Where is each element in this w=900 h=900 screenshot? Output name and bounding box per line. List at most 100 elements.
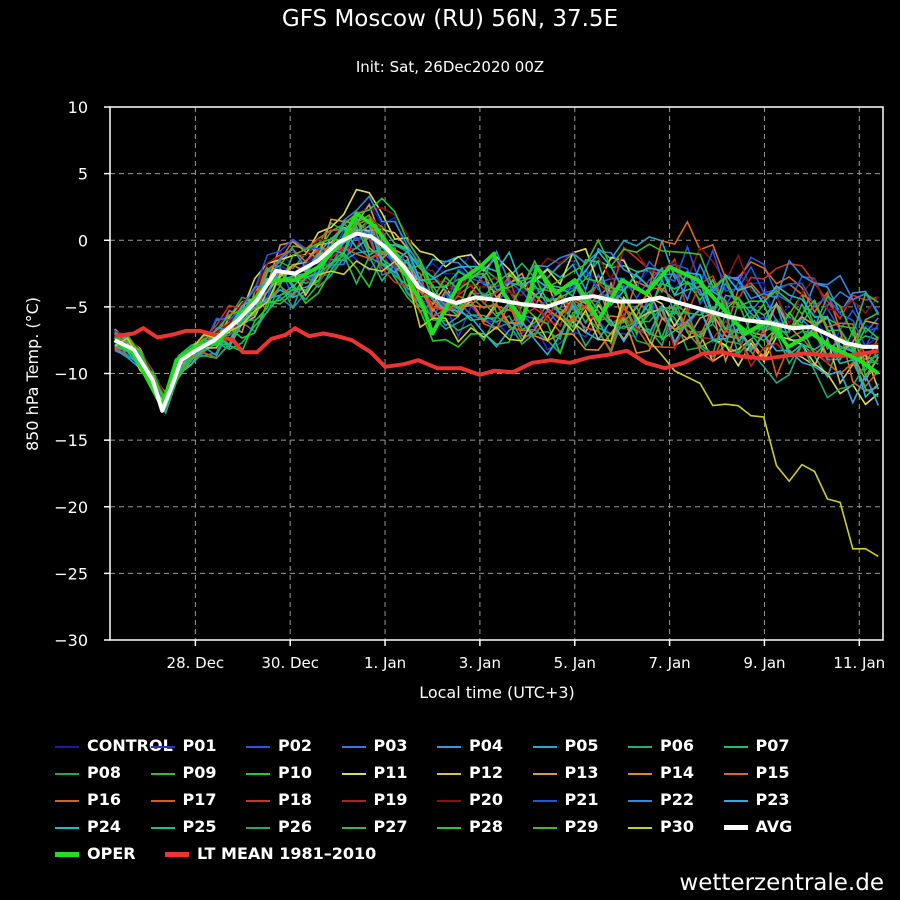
legend-label: P11 — [373, 763, 408, 782]
x-tick-label: 30. Dec — [261, 654, 319, 672]
legend-swatch — [628, 773, 652, 775]
legend-label: P02 — [278, 736, 312, 755]
legend-label: AVG — [755, 817, 793, 836]
legend-label: P20 — [469, 790, 503, 809]
legend-swatch — [532, 800, 557, 802]
legend-label: P03 — [373, 736, 408, 755]
member-line-p22 — [114, 195, 879, 406]
temperature-chart: 10 5 0 −5 −10 −15 −20 −25 −30 28. Dec 30. Dec 1. Ja… — [23, 98, 885, 702]
legend-swatch — [341, 800, 366, 802]
legend-label: LT MEAN 1981–2010 — [197, 844, 377, 863]
member-line-p08 — [114, 219, 879, 404]
legend-label: P19 — [373, 790, 408, 809]
axis-ticks: 10 5 0 −5 −10 −15 −20 −25 −30 28. Dec 30. Dec 1. Ja… — [54, 98, 885, 672]
legend-swatch — [341, 773, 366, 775]
legend-swatch — [341, 827, 366, 829]
legend-label: P04 — [469, 736, 503, 755]
legend-swatch — [723, 800, 748, 802]
series-line-avg — [113, 231, 879, 413]
legend-label: CONTROL — [87, 736, 173, 755]
legend-swatch — [532, 746, 557, 748]
legend-swatch — [150, 800, 175, 802]
chart-title: GFS Moscow (RU) 56N, 37.5E — [281, 6, 619, 32]
legend-label: P05 — [564, 736, 599, 755]
y-tick-label: −15 — [54, 431, 88, 450]
x-tick-label: 9. Jan — [743, 654, 785, 672]
x-tick-label: 11. Jan — [833, 654, 885, 672]
legend-label: P29 — [564, 817, 599, 836]
legend-swatch — [55, 746, 79, 748]
y-tick-label: −25 — [54, 564, 88, 583]
legend-swatch — [246, 800, 270, 802]
legend-label: P17 — [182, 790, 217, 809]
member-line-p23 — [114, 224, 880, 412]
x-tick-label: 3. Jan — [459, 654, 501, 672]
legend-label: P14 — [660, 763, 694, 782]
legend-swatch — [55, 852, 79, 857]
y-tick-label: −20 — [54, 498, 88, 517]
x-tick-label: 1. Jan — [364, 654, 406, 672]
y-tick-label: −5 — [64, 298, 88, 317]
chart-subtitle: Init: Sat, 26Dec2020 00Z — [355, 58, 545, 76]
legend-label: OPER — [87, 844, 136, 863]
legend-swatch — [55, 800, 79, 802]
y-tick-label: 0 — [78, 231, 88, 250]
series-line-lt-mean-1981-2010 — [114, 326, 879, 377]
legend-label: P16 — [87, 790, 121, 809]
legend-swatch — [532, 773, 557, 775]
legend-label: P21 — [564, 790, 599, 809]
legend-label: P09 — [182, 763, 217, 782]
legend-label: P22 — [660, 790, 694, 809]
legend-label: P15 — [755, 763, 790, 782]
x-tick-label: 7. Jan — [648, 654, 690, 672]
legend-label: P06 — [660, 736, 694, 755]
legend-swatch — [628, 800, 652, 802]
legend-swatch — [437, 800, 461, 802]
legend-swatch — [723, 746, 748, 748]
legend-swatch — [165, 852, 189, 857]
y-tick-label: 10 — [68, 98, 88, 117]
legend-label: P24 — [87, 817, 121, 836]
series-line-oper — [113, 211, 880, 409]
legend-swatch — [628, 746, 652, 748]
legend-swatch — [437, 827, 461, 829]
y-tick-label: 5 — [78, 165, 88, 184]
legend-label: P27 — [373, 817, 408, 836]
legend-label: P12 — [469, 763, 503, 782]
source-credit: wetterzentrale.de — [679, 870, 884, 896]
legend-swatch — [723, 825, 748, 830]
main-series-lines — [113, 211, 880, 413]
legend-swatch — [628, 827, 652, 829]
legend-label: P18 — [278, 790, 312, 809]
legend-label: P30 — [660, 817, 694, 836]
legend-label: P10 — [278, 763, 312, 782]
legend-label: P08 — [87, 763, 121, 782]
x-axis-label: Local time (UTC+3) — [419, 683, 575, 702]
legend-swatch — [532, 827, 557, 829]
y-tick-label: −10 — [54, 365, 88, 384]
member-line-p26 — [114, 246, 879, 413]
x-tick-label: 5. Jan — [554, 654, 596, 672]
legend-swatch — [150, 773, 175, 775]
legend-swatch — [437, 746, 461, 748]
chart-grid — [110, 107, 883, 640]
legend-swatch — [150, 746, 175, 748]
y-tick-label: −30 — [54, 631, 88, 650]
legend-label: P01 — [182, 736, 217, 755]
legend-swatch — [246, 746, 270, 748]
legend-swatch — [55, 827, 79, 829]
legend-swatch — [723, 773, 748, 775]
legend-label: P25 — [182, 817, 217, 836]
y-axis-label: 850 hPa Temp. (°C) — [23, 297, 42, 451]
legend-swatch — [246, 827, 270, 829]
legend-label: P13 — [564, 763, 599, 782]
member-line-p30 — [114, 260, 879, 558]
legend-swatch — [437, 773, 461, 775]
member-line-p29 — [114, 214, 879, 400]
legend-swatch — [246, 773, 270, 775]
x-tick-label: 28. Dec — [167, 654, 225, 672]
legend-swatch — [341, 746, 366, 748]
legend-label: P23 — [755, 790, 790, 809]
legend-label: P07 — [755, 736, 790, 755]
legend-label: P28 — [469, 817, 503, 836]
